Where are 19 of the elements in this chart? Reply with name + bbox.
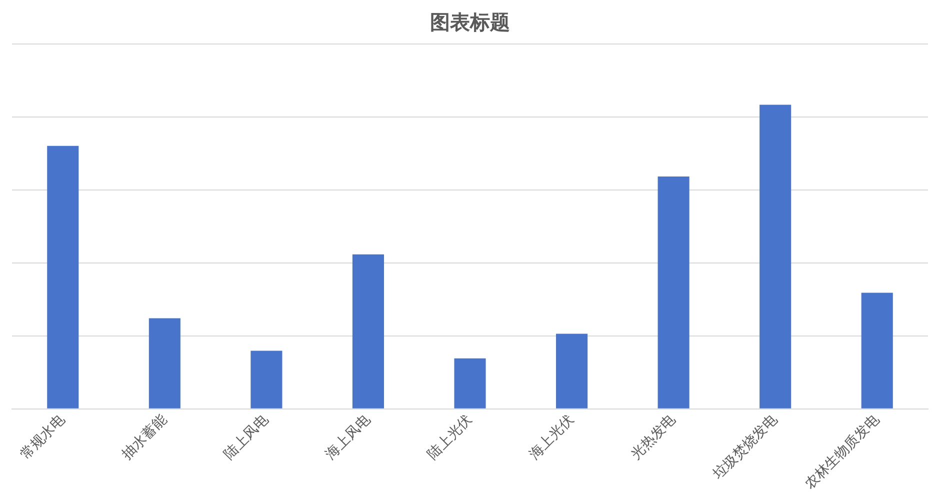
x-tick-label: 陆上光伏 [424, 412, 476, 463]
x-tick-label: 农林生物质发电 [802, 412, 883, 492]
x-tick-label: 光热发电 [628, 412, 679, 463]
x-tick-label: 陆上风电 [220, 412, 272, 463]
bar [250, 350, 282, 408]
x-tick-label: 海上光伏 [526, 412, 578, 463]
bar [454, 358, 486, 408]
bar [148, 318, 180, 408]
x-tick-label: 海上风电 [322, 412, 374, 463]
chart-title: 图表标题 [430, 10, 510, 34]
x-tick-label: 抽水蓄能 [119, 412, 170, 463]
x-tick-label: 垃圾焚烧发电 [709, 412, 781, 484]
bar [556, 334, 588, 408]
bar [352, 254, 384, 408]
bar [658, 176, 690, 408]
bar [861, 292, 893, 408]
x-tick-label: 常规水电 [17, 412, 68, 463]
bar [47, 146, 79, 408]
bar [760, 104, 792, 408]
